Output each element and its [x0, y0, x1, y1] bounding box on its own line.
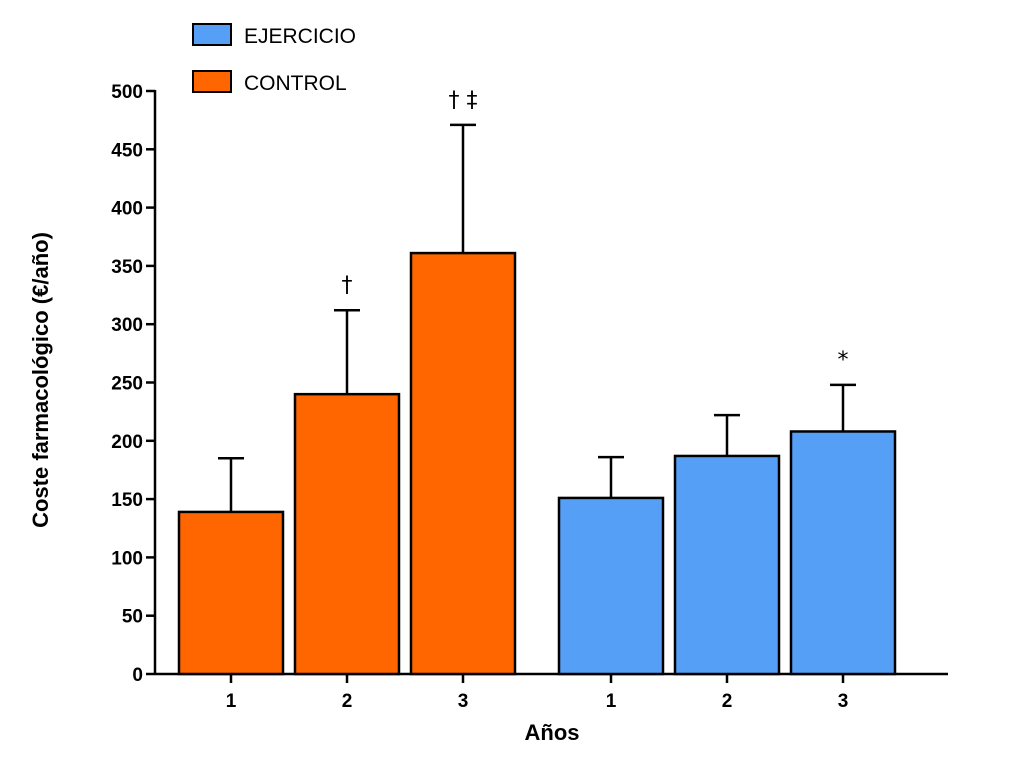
y-tick-label: 350	[111, 257, 143, 278]
y-tick-label: 100	[111, 548, 143, 569]
legend: EJERCICIO CONTROL	[192, 23, 356, 95]
x-axis-title: Años	[525, 720, 580, 745]
y-axis: 0 50 100 150 200 250 300 350 400 450 500	[111, 82, 157, 686]
bar-ejercicio-3	[789, 430, 897, 676]
y-tick-label: 200	[111, 432, 143, 453]
bar-control-3	[409, 251, 517, 676]
y-axis-title: Coste farmacológico (€/año)	[28, 232, 53, 528]
x-tick-label: 1	[226, 691, 237, 712]
legend-label-control: CONTROL	[244, 72, 347, 95]
significance-annotation: † ‡	[449, 88, 478, 113]
y-tick-label: 50	[122, 607, 143, 628]
y-tick-label: 500	[111, 82, 143, 103]
x-tick-label: 3	[458, 691, 469, 712]
x-axis: 1 2 3 1 2 3	[155, 672, 948, 712]
bar-ejercicio-2	[673, 454, 781, 676]
y-tick-label: 0	[132, 665, 143, 686]
significance-annotation: *	[838, 348, 849, 373]
legend-swatch-ejercicio	[192, 23, 232, 46]
y-tick-label: 450	[111, 140, 143, 161]
x-tick-label: 3	[838, 691, 849, 712]
y-tick-label: 250	[111, 374, 143, 395]
y-tick-label: 400	[111, 199, 143, 220]
bar-control-1	[177, 510, 285, 676]
bar-ejercicio-1	[557, 496, 665, 676]
x-tick-label: 1	[606, 691, 617, 712]
x-tick-label: 2	[722, 691, 733, 712]
legend-label-ejercicio: EJERCICIO	[244, 25, 356, 48]
bars: † † ‡ *	[177, 88, 897, 676]
x-tick-label: 2	[342, 691, 353, 712]
legend-swatch-control	[192, 70, 232, 93]
y-tick-label: 150	[111, 490, 143, 511]
y-tick-label: 300	[111, 315, 143, 336]
bar-control-2	[293, 392, 401, 676]
significance-annotation: †	[342, 273, 353, 298]
